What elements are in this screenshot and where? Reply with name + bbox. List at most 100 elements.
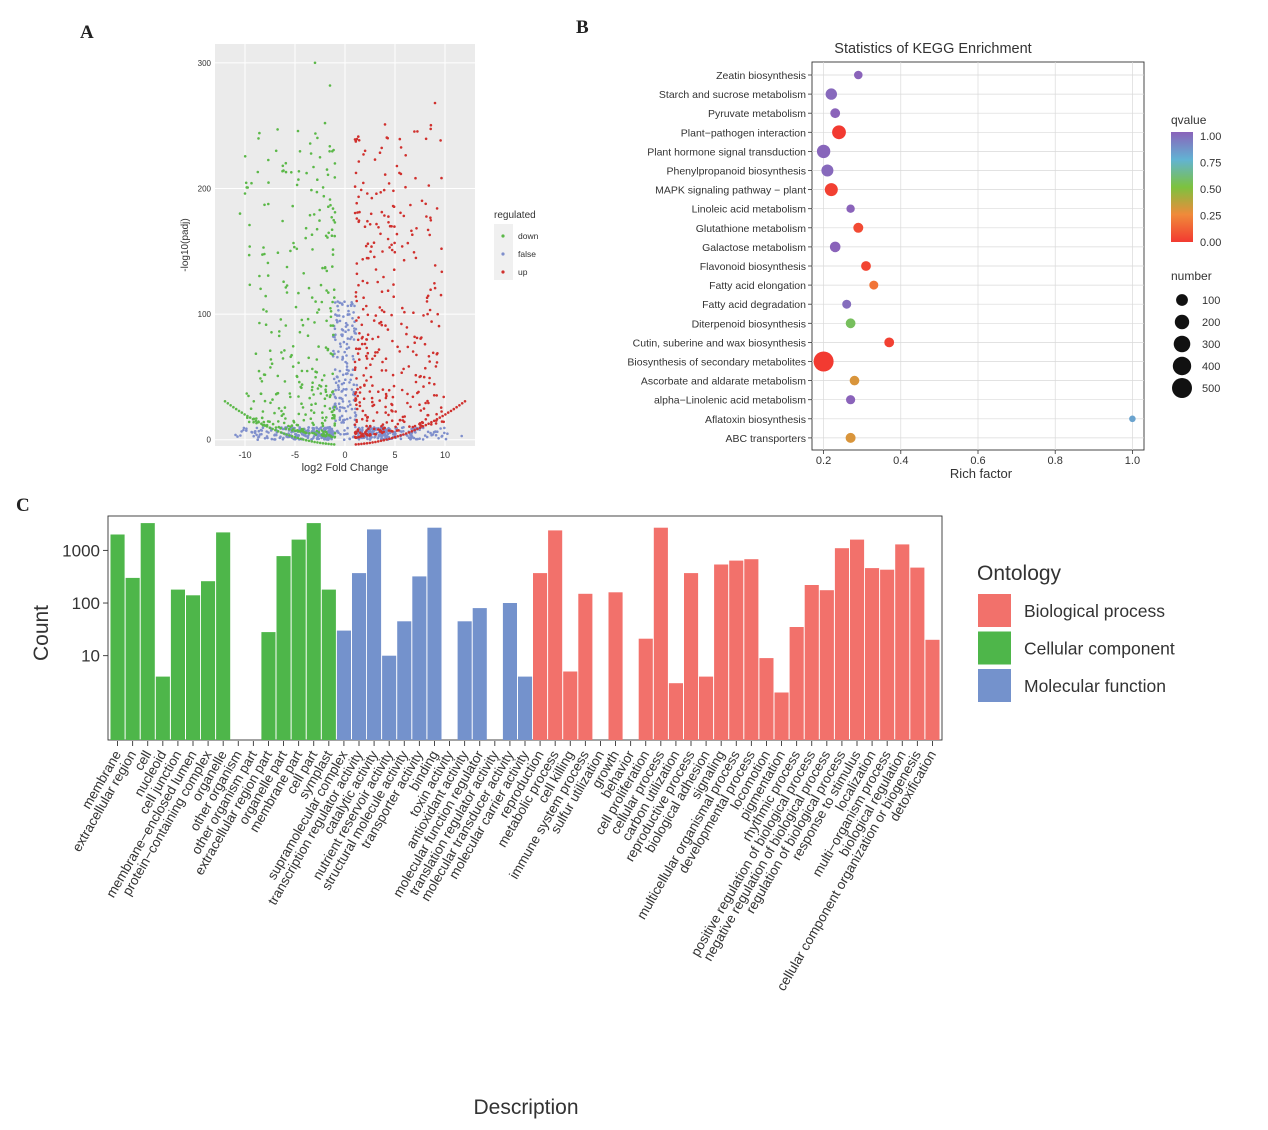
volcano-point-down: [297, 395, 300, 398]
volcano-point-down: [282, 432, 286, 435]
volcano-point-up: [364, 432, 367, 435]
volcano-point-up: [383, 173, 387, 176]
volcano-point-up: [366, 242, 370, 245]
volcano-point-up: [366, 313, 370, 317]
qvalue-tick: 0.00: [1200, 237, 1221, 249]
volcano-point-false: [339, 433, 342, 436]
volcano-point-up: [357, 195, 360, 199]
volcano-point-down: [270, 331, 273, 334]
volcano-point-up: [416, 427, 419, 431]
kegg-bubble: [853, 222, 864, 233]
volcano-point-false: [296, 434, 300, 437]
go-bar: [186, 595, 201, 740]
volcano-point-down: [304, 438, 308, 442]
go-bar: [397, 621, 412, 740]
kegg-bubble: [1129, 415, 1136, 423]
volcano-point-up: [360, 442, 363, 446]
volcano-point-up: [371, 441, 374, 444]
volcano-point-up: [440, 410, 443, 413]
volcano-point-up: [416, 130, 419, 133]
volcano-point-up: [433, 101, 437, 105]
volcano-point-false: [311, 429, 314, 433]
volcano-point-up: [435, 412, 438, 416]
volcano-point-up: [411, 350, 415, 353]
volcano-point-up: [370, 396, 374, 400]
go-bar: [201, 581, 216, 740]
volcano-point-up: [369, 425, 372, 428]
volcano-point-up: [407, 365, 411, 368]
volcano-point-up: [396, 435, 400, 438]
volcano-point-up: [442, 395, 446, 399]
volcano-point-down: [328, 150, 331, 153]
volcano-point-up: [360, 342, 364, 346]
volcano-point-up: [411, 425, 415, 429]
volcano-point-up: [440, 270, 444, 274]
volcano-point-up: [355, 319, 358, 322]
volcano-point-up: [422, 314, 425, 317]
volcano-point-down: [293, 435, 297, 439]
volcano-point-up: [366, 192, 369, 195]
volcano-point-down: [258, 321, 261, 325]
volcano-point-down: [306, 334, 310, 338]
volcano-point-up: [398, 137, 402, 141]
volcano-point-down: [304, 413, 307, 416]
volcano-point-up: [380, 210, 384, 214]
volcano-point-down: [314, 433, 318, 436]
volcano-point-down: [282, 421, 286, 425]
volcano-point-false: [361, 426, 364, 430]
volcano-point-up: [395, 232, 399, 236]
volcano-point-up: [440, 420, 444, 423]
volcano-point-up: [362, 442, 366, 445]
volcano-point-up: [379, 430, 382, 433]
volcano-point-up: [366, 281, 369, 285]
volcano-point-down: [316, 178, 319, 181]
ontology-legend-label: Molecular function: [1024, 676, 1166, 696]
volcano-point-up: [406, 241, 410, 245]
go-bar: [548, 530, 563, 740]
volcano-point-down: [320, 378, 324, 382]
kegg-pathway-label: Aflatoxin biosynthesis: [705, 414, 806, 426]
kegg-bubble: [846, 395, 856, 405]
volcano-point-up: [363, 149, 367, 153]
volcano-point-down: [311, 367, 314, 371]
go-y-label: Count: [30, 605, 53, 661]
volcano-point-down: [226, 402, 230, 405]
volcano-point-false: [259, 428, 263, 432]
volcano-point-false: [392, 432, 395, 436]
volcano-point-false: [257, 435, 261, 438]
volcano-point-up: [382, 275, 385, 279]
volcano-point-up: [404, 154, 408, 157]
volcano-point-up: [393, 241, 396, 245]
volcano-point-up: [380, 309, 384, 312]
volcano-point-down: [318, 441, 322, 445]
volcano-point-up: [423, 342, 427, 346]
volcano-point-up: [375, 192, 378, 195]
kegg-bubble: [869, 280, 879, 290]
volcano-point-down: [263, 399, 267, 403]
volcano-point-up: [410, 430, 414, 433]
volcano-point-down: [324, 430, 327, 433]
volcano-x-label: log2 Fold Change: [302, 462, 389, 474]
volcano-point-false: [315, 426, 318, 429]
volcano-point-up: [424, 202, 428, 206]
volcano-point-down: [329, 352, 333, 355]
volcano-point-up: [376, 440, 380, 443]
volcano-y-tick: 200: [198, 184, 212, 193]
volcano-point-down: [295, 423, 299, 427]
volcano-point-up: [427, 401, 430, 405]
go-bar: [714, 564, 729, 740]
volcano-point-down: [300, 369, 304, 373]
volcano-point-up: [372, 427, 376, 431]
volcano-point-down: [333, 176, 337, 179]
kegg-pathway-label: Biosynthesis of secondary metabolites: [627, 357, 806, 369]
volcano-point-up: [357, 139, 361, 142]
volcano-point-false: [345, 347, 349, 351]
volcano-point-up: [377, 428, 380, 431]
volcano-point-down: [323, 374, 326, 377]
volcano-point-up: [354, 347, 358, 351]
volcano-point-false: [346, 304, 350, 308]
go-bar: [382, 655, 397, 740]
volcano-point-false: [328, 427, 332, 431]
volcano-point-false: [332, 377, 336, 381]
